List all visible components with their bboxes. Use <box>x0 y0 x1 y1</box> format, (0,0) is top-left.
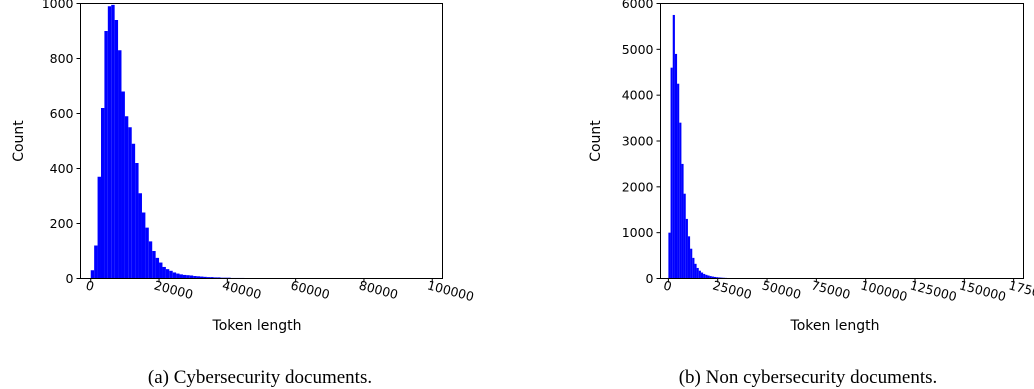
histogram-bar <box>139 193 142 278</box>
y-tick-label: 600 <box>50 106 74 121</box>
histogram-bar <box>697 268 699 279</box>
y-tick-label: 200 <box>50 216 74 231</box>
histogram-bar <box>104 31 107 279</box>
histogram-bar <box>121 92 124 279</box>
x-axis-label-cybersecurity: Token length <box>212 318 302 334</box>
histogram-bar <box>145 228 148 279</box>
y-tick-label: 1000 <box>42 0 74 11</box>
y-axis-label-non-cybersecurity: Count <box>588 120 604 162</box>
y-axis-label-cybersecurity: Count <box>11 120 27 162</box>
y-tick-label: 6000 <box>622 0 654 11</box>
x-tick-label: 25000 <box>711 277 753 302</box>
x-axis-non-cybersecurity: 0 25000 50000 75000 100000 125000 150000 175000 <box>662 277 1034 304</box>
chart-non-cybersecurity: 0 1000 2000 3000 4000 5000 6000 0 25000 50000 750… <box>588 0 1034 388</box>
y-axis-cybersecurity: 0 200 400 600 800 1000 <box>42 0 81 286</box>
histogram-bar <box>673 15 675 279</box>
histogram-bar <box>152 251 155 279</box>
x-axis-label-non-cybersecurity: Token length <box>790 318 880 334</box>
caption-non-cybersecurity: (b) Non cybersecurity documents. <box>679 367 938 388</box>
histogram-bar <box>156 258 159 279</box>
x-tick-label: 100000 <box>426 277 476 304</box>
histogram-bar <box>679 123 681 279</box>
plot-frame-non-cybersecurity <box>661 4 1024 279</box>
histogram-bar <box>115 20 118 279</box>
histogram-bar <box>101 108 104 279</box>
histogram-bar <box>705 275 707 279</box>
x-tick-label: 75000 <box>810 277 852 302</box>
histogram-bar <box>169 271 172 279</box>
y-tick-label: 400 <box>50 161 74 176</box>
histogram-bars-non-cybersecurity <box>668 15 755 279</box>
histogram-bar <box>688 236 690 278</box>
histogram-bar <box>111 5 114 279</box>
histogram-bar <box>118 50 121 278</box>
y-tick-label: 0 <box>66 271 74 286</box>
x-tick-label: 50000 <box>760 277 802 302</box>
x-tick-label: 20000 <box>152 277 194 302</box>
histogram-bar <box>671 68 673 279</box>
histogram-bar <box>675 54 677 279</box>
x-tick-label: 0 <box>84 277 96 294</box>
histogram-bar <box>149 241 152 278</box>
x-tick-label: 125000 <box>908 277 958 304</box>
histogram-bar <box>681 164 683 279</box>
histogram-bar <box>132 144 135 279</box>
y-axis-non-cybersecurity: 0 1000 2000 3000 4000 5000 6000 <box>622 0 661 286</box>
caption-cybersecurity: (a) Cybersecurity documents. <box>148 367 372 388</box>
histogram-bar <box>166 269 169 278</box>
x-tick-label: 0 <box>662 277 674 294</box>
histogram-bar <box>135 163 138 279</box>
histogram-bar <box>142 213 145 279</box>
x-tick-label: 175000 <box>1007 277 1034 304</box>
histogram-bar <box>677 84 679 279</box>
y-tick-label: 2000 <box>622 179 654 194</box>
y-tick-label: 0 <box>646 271 654 286</box>
histogram-bar <box>684 194 686 279</box>
histogram-bar <box>703 274 705 279</box>
y-tick-label: 4000 <box>622 88 654 103</box>
y-tick-label: 3000 <box>622 134 654 149</box>
histogram-bar <box>176 274 179 279</box>
histogram-bar <box>162 267 165 279</box>
y-tick-label: 1000 <box>622 225 654 240</box>
histogram-bar <box>694 264 696 279</box>
histogram-bar <box>699 271 701 279</box>
y-tick-label: 5000 <box>622 42 654 57</box>
x-tick-label: 60000 <box>289 277 331 302</box>
histogram-bar <box>686 219 688 279</box>
histogram-bar <box>94 246 97 279</box>
x-tick-label: 80000 <box>357 277 399 302</box>
histogram-bars-cybersecurity <box>91 5 262 279</box>
histogram-bar <box>668 233 670 279</box>
x-axis-cybersecurity: 0 20000 40000 60000 80000 100000 <box>84 277 476 304</box>
histogram-bar <box>173 272 176 278</box>
histogram-bar <box>98 177 101 279</box>
x-tick-label: 40000 <box>221 277 263 302</box>
histogram-bar <box>701 273 703 279</box>
y-tick-label: 800 <box>50 51 74 66</box>
histogram-bar <box>128 127 131 278</box>
histogram-bar <box>692 258 694 279</box>
histogram-bar <box>183 275 186 279</box>
histogram-bar <box>125 116 128 278</box>
histogram-bar <box>690 249 692 279</box>
histogram-bar <box>180 274 183 278</box>
histogram-bar <box>108 6 111 278</box>
x-tick-label: 100000 <box>859 277 909 304</box>
histogram-bar <box>159 263 162 279</box>
x-tick-label: 150000 <box>958 277 1008 304</box>
chart-cybersecurity: 0 200 400 600 800 1000 0 20000 40000 60000 80000 1… <box>11 0 476 388</box>
